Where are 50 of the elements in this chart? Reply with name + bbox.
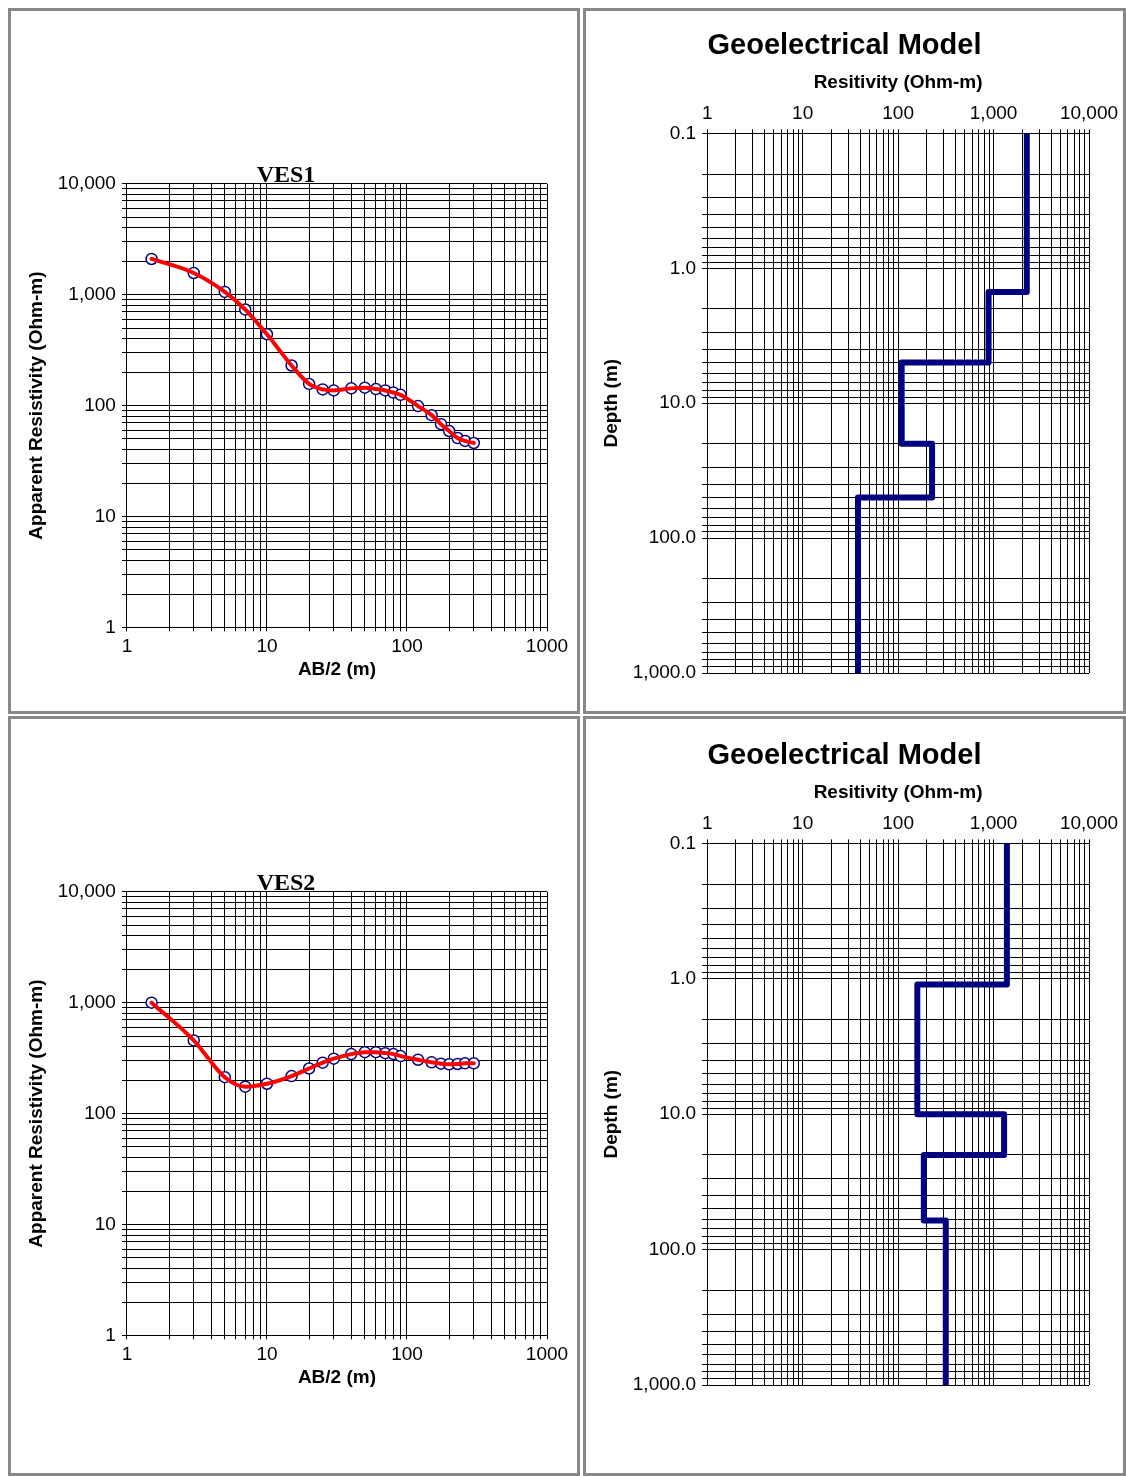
chart-title: VES2 bbox=[256, 868, 316, 895]
y-tick-label: 1.0 bbox=[669, 967, 697, 989]
y-tick-label: 10,000 bbox=[57, 172, 116, 194]
y-tick-label: 1,000 bbox=[68, 282, 116, 304]
y-tick-label: 1.0 bbox=[669, 256, 697, 278]
chart-title: Geoelectrical Model bbox=[707, 28, 982, 61]
x-tick-label: 1 bbox=[701, 102, 713, 124]
x-tick-label: 1 bbox=[701, 812, 713, 834]
x-tick-label: 100 bbox=[391, 1343, 423, 1365]
y-tick-label: 10.0 bbox=[659, 391, 697, 413]
y-tick-label: 100.0 bbox=[648, 526, 697, 548]
y-axis-title: Depth (m) bbox=[599, 1069, 621, 1159]
y-tick-label: 100.0 bbox=[648, 1237, 697, 1259]
x-axis-title: Resitivity (Ohm-m) bbox=[813, 71, 983, 93]
x-tick-label: 100 bbox=[882, 812, 914, 834]
y-tick-label: 0.1 bbox=[669, 121, 697, 143]
y-tick-label: 1,000 bbox=[68, 990, 116, 1012]
y-tick-label: 10 bbox=[94, 504, 116, 526]
chart-title: Geoelectrical Model bbox=[707, 738, 982, 771]
y-axis-title: Apparent Resistivity (Ohm-m) bbox=[24, 271, 46, 540]
y-tick-label: 100 bbox=[84, 1101, 116, 1123]
y-tick-label: 1 bbox=[105, 1323, 116, 1345]
x-tick-label: 10 bbox=[792, 102, 814, 124]
x-tick-label: 1 bbox=[121, 1343, 133, 1365]
x-tick-label: 10,000 bbox=[1059, 812, 1119, 834]
x-axis-title: AB/2 (m) bbox=[297, 1365, 377, 1387]
chart-title: VES1 bbox=[256, 160, 316, 187]
y-axis-title: Depth (m) bbox=[599, 358, 621, 448]
x-tick-label: 100 bbox=[882, 102, 914, 124]
y-tick-label: 100 bbox=[84, 393, 116, 415]
x-tick-label: 1000 bbox=[525, 1343, 569, 1365]
x-tick-label: 10 bbox=[256, 635, 278, 657]
x-axis-title: AB/2 (m) bbox=[297, 657, 377, 679]
y-tick-label: 1,000.0 bbox=[632, 1373, 697, 1395]
y-tick-label: 0.1 bbox=[669, 831, 697, 853]
y-tick-label: 10 bbox=[94, 1212, 116, 1234]
y-tick-label: 1,000.0 bbox=[632, 661, 697, 683]
y-tick-label: 1 bbox=[105, 615, 116, 637]
x-tick-label: 10 bbox=[792, 812, 814, 834]
y-tick-label: 10,000 bbox=[57, 880, 116, 902]
x-tick-label: 100 bbox=[391, 635, 423, 657]
x-tick-label: 10 bbox=[256, 1343, 278, 1365]
y-axis-title: Apparent Resistivity (Ohm-m) bbox=[24, 979, 46, 1248]
y-tick-label: 10.0 bbox=[659, 1102, 697, 1124]
x-tick-label: 1,000 bbox=[969, 812, 1018, 834]
x-tick-label: 1000 bbox=[525, 635, 569, 657]
x-tick-label: 10,000 bbox=[1059, 102, 1119, 124]
x-tick-label: 1 bbox=[121, 635, 133, 657]
x-axis-title: Resitivity (Ohm-m) bbox=[813, 781, 983, 803]
x-tick-label: 1,000 bbox=[969, 102, 1018, 124]
